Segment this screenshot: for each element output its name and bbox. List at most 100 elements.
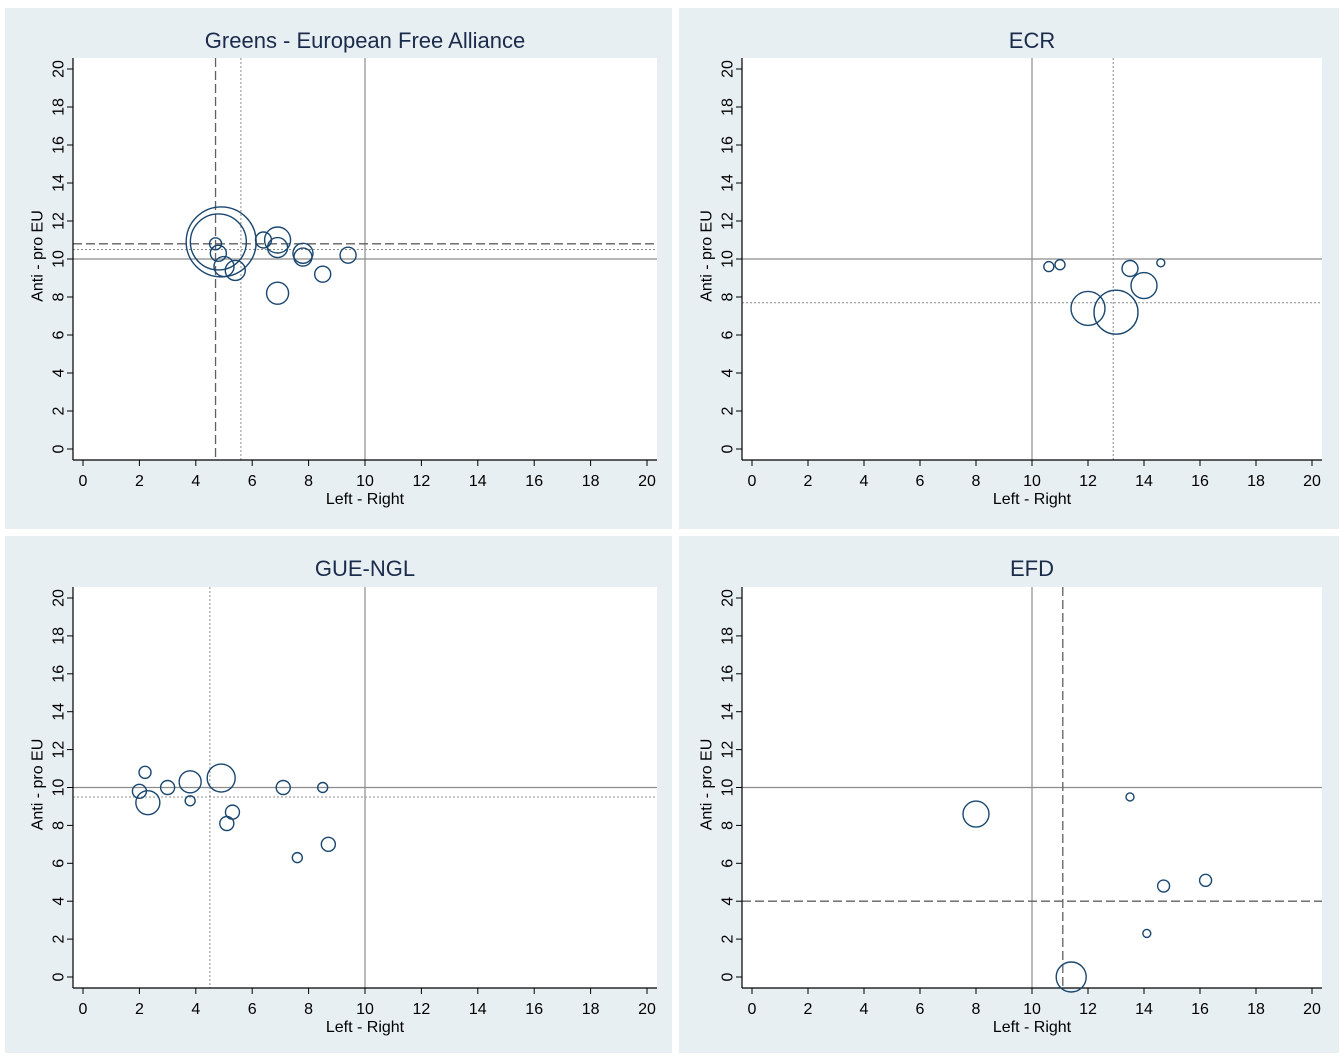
x-axis-label: Left - Right	[993, 491, 1072, 508]
y-tick-label: 4	[720, 368, 737, 377]
data-point	[1121, 259, 1139, 278]
y-tick-label: 6	[720, 859, 737, 868]
data-point	[1054, 259, 1066, 271]
data-point	[962, 800, 990, 828]
y-tick-label: 20	[720, 60, 737, 78]
y-tick-label: 4	[51, 897, 68, 906]
data-point	[291, 851, 304, 864]
x-tick-label: 18	[582, 1001, 600, 1018]
x-tick-label: 2	[804, 1001, 813, 1018]
x-tick-label: 20	[1303, 473, 1321, 490]
y-tick-label: 4	[51, 368, 68, 377]
x-tick-label: 20	[638, 1001, 656, 1018]
x-tick-label: 2	[135, 473, 144, 490]
x-tick-label: 2	[804, 473, 813, 490]
data-point	[1130, 271, 1158, 300]
y-tick-label: 18	[720, 627, 737, 645]
y-tick-label: 2	[720, 406, 737, 415]
y-tick-label: 12	[720, 741, 737, 759]
data-point	[224, 259, 246, 282]
chart-panel-2: ECR 0 2 4 6 8 10 12 14 16 18 20 0 2 4 6 8 10 12 14 16 18 20 Lef…	[679, 8, 1339, 529]
x-tick-label: 16	[1191, 473, 1209, 490]
x-tick-label: 4	[191, 1001, 200, 1018]
data-point	[339, 246, 357, 264]
data-point	[213, 255, 235, 278]
y-tick-label: 20	[720, 589, 737, 607]
data-point	[292, 242, 314, 265]
data-point	[178, 770, 202, 794]
y-axis-label: Anti - pro EU	[699, 739, 716, 831]
data-point	[1043, 260, 1055, 273]
x-tick-label: 8	[972, 473, 981, 490]
y-tick-label: 6	[51, 859, 68, 868]
data-point	[254, 231, 273, 249]
y-tick-label: 14	[51, 703, 68, 721]
x-tick-label: 0	[79, 473, 88, 490]
x-tick-label: 14	[1135, 1001, 1153, 1018]
y-tick-label: 10	[720, 250, 737, 268]
y-tick-label: 8	[51, 821, 68, 830]
chart-title: ECR	[1009, 28, 1055, 53]
x-tick-label: 4	[191, 473, 200, 490]
data-point	[1055, 961, 1087, 993]
y-tick-label: 10	[51, 250, 68, 268]
data-point	[320, 836, 337, 853]
x-tick-label: 8	[304, 1001, 313, 1018]
data-point	[265, 281, 290, 305]
y-tick-label: 8	[51, 292, 68, 301]
y-tick-label: 18	[51, 98, 68, 116]
x-tick-label: 6	[916, 1001, 925, 1018]
data-point	[224, 804, 241, 820]
data-point	[131, 783, 148, 799]
x-tick-label: 10	[356, 473, 374, 490]
y-tick-label: 6	[51, 330, 68, 339]
y-tick-label: 16	[720, 665, 737, 683]
x-tick-label: 4	[860, 473, 869, 490]
x-tick-label: 16	[1191, 1001, 1209, 1018]
y-tick-label: 20	[51, 60, 68, 78]
x-tick-label: 16	[525, 1001, 543, 1018]
chart-panel-4: EFD 0 2 4 6 8 10 12 14 16 18 20 0 2 4 6 8 10 12 14 16 18 20 Lef…	[679, 536, 1339, 1053]
y-tick-label: 2	[720, 935, 737, 944]
y-tick-label: 14	[720, 174, 737, 192]
data-point	[314, 265, 332, 283]
y-tick-label: 6	[720, 330, 737, 339]
y-tick-label: 16	[720, 136, 737, 154]
y-tick-label: 20	[51, 589, 68, 607]
data-point	[138, 765, 152, 780]
x-tick-label: 10	[1023, 473, 1041, 490]
y-tick-label: 0	[51, 972, 68, 981]
y-tick-label: 8	[720, 821, 737, 830]
data-point	[208, 237, 223, 251]
chart-panel-3: GUE-NGL 0 2 4 6 8 10 12 14 16 18 20 0 2 4 6 8 10 12 14 16 18 2…	[5, 536, 672, 1053]
x-tick-label: 18	[1247, 473, 1265, 490]
y-tick-label: 0	[51, 444, 68, 453]
y-tick-label: 16	[51, 665, 68, 683]
x-tick-label: 10	[356, 1001, 374, 1018]
x-tick-label: 2	[135, 1001, 144, 1018]
x-tick-label: 6	[248, 1001, 257, 1018]
x-tick-label: 12	[413, 1001, 431, 1018]
data-point	[263, 226, 292, 254]
y-tick-label: 2	[51, 935, 68, 944]
y-tick-label: 10	[51, 779, 68, 797]
chart-panel-1: Greens - European Free Alliance 0 2 4 6 8 10 12…	[5, 8, 672, 529]
data-point	[1156, 258, 1166, 268]
x-tick-label: 16	[525, 473, 543, 490]
y-tick-label: 0	[720, 972, 737, 981]
x-tick-label: 0	[748, 473, 757, 490]
x-tick-label: 8	[304, 473, 313, 490]
x-tick-label: 4	[860, 1001, 869, 1018]
x-axis-label: Left - Right	[326, 1019, 405, 1036]
chart-title: EFD	[1010, 556, 1054, 581]
x-axis-label: Left - Right	[326, 491, 405, 508]
y-tick-label: 12	[51, 212, 68, 230]
y-tick-label: 18	[720, 98, 737, 116]
y-tick-label: 4	[720, 897, 737, 906]
x-tick-label: 14	[469, 1001, 487, 1018]
data-point	[293, 247, 313, 267]
data-point	[1142, 928, 1152, 939]
x-tick-label: 14	[469, 473, 487, 490]
data-point	[135, 789, 161, 816]
y-tick-label: 16	[51, 136, 68, 154]
